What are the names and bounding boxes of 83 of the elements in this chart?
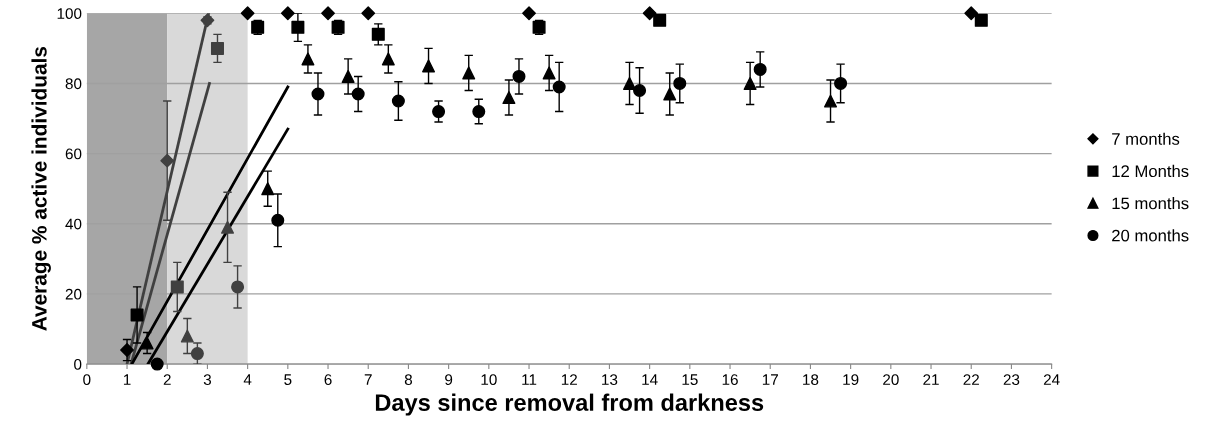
point [522,6,536,21]
point [974,13,988,27]
point [542,66,556,80]
point [351,87,365,101]
point [280,6,295,21]
point [663,87,677,101]
y-tick-label: 100 [57,8,82,20]
point [391,94,405,108]
point [834,76,848,90]
x-tick-label: 0 [83,374,91,386]
point [361,6,376,21]
point [311,87,325,101]
point [633,83,647,97]
x-tick-label: 15 [682,374,698,386]
x-tick-label: 3 [203,374,212,386]
y-tick-label: 60 [65,148,82,160]
x-tick-label: 16 [722,374,738,386]
x-tick-label: 12 [561,374,577,385]
point [502,90,516,105]
x-tick-label: 17 [762,374,778,385]
x-tick-label: 20 [883,374,899,386]
x-tick-label: 8 [404,374,413,386]
point [210,41,224,55]
x-tick-label: 4 [243,374,252,385]
point [371,27,385,41]
point [120,343,134,357]
point [321,6,335,21]
x-tick-label: 14 [642,374,658,385]
point [170,280,184,294]
point [642,6,657,21]
x-axis-title: Days since removal from darkness [375,393,764,416]
point [231,280,245,294]
x-tick-label: 13 [602,374,618,386]
point [753,62,767,76]
point [261,182,275,196]
x-tick-label: 23 [1003,374,1020,386]
y-axis-title: Average % active individuals [31,46,51,331]
point [291,20,305,34]
point [824,94,838,108]
point [271,213,285,227]
x-tick-label: 9 [445,374,453,386]
point [180,329,194,343]
y-tick-label: 40 [65,218,82,230]
point [381,52,395,66]
x-tick-label: 22 [963,374,979,385]
x-tick-label: 5 [284,374,292,386]
x-tick-label: 7 [364,374,372,385]
legend-label: 20 months [1112,229,1189,242]
x-tick-label: 11 [522,374,537,385]
point [653,13,667,27]
point [240,6,255,21]
x-tick-label: 24 [1043,374,1060,385]
point [462,66,476,80]
point [512,69,526,83]
point [160,153,175,168]
x-tick-label: 2 [163,374,171,385]
point [673,76,687,90]
x-tick-label: 19 [843,374,859,386]
point [301,52,315,66]
point [623,76,637,90]
x-tick-label: 18 [803,374,819,386]
legend-label: 15 months [1112,197,1189,210]
point [140,336,154,350]
legend-label: 12 Months [1112,164,1189,178]
x-tick-label: 1 [123,374,131,385]
point [190,347,204,361]
point [432,105,446,119]
y-tick-label: 80 [65,78,82,90]
point [130,308,144,322]
point [150,357,164,371]
point [964,6,979,21]
point [221,220,235,234]
y-tick-label: 0 [74,358,82,370]
legend-label: 7 months [1112,132,1180,145]
point [341,69,355,83]
x-tick-label: 6 [324,374,332,386]
x-tick-label: 21 [923,374,939,385]
point [422,59,436,73]
y-tick-label: 20 [65,288,82,300]
point [552,80,566,94]
x-tick-label: 10 [481,374,497,386]
point [743,76,757,90]
point [472,105,486,119]
